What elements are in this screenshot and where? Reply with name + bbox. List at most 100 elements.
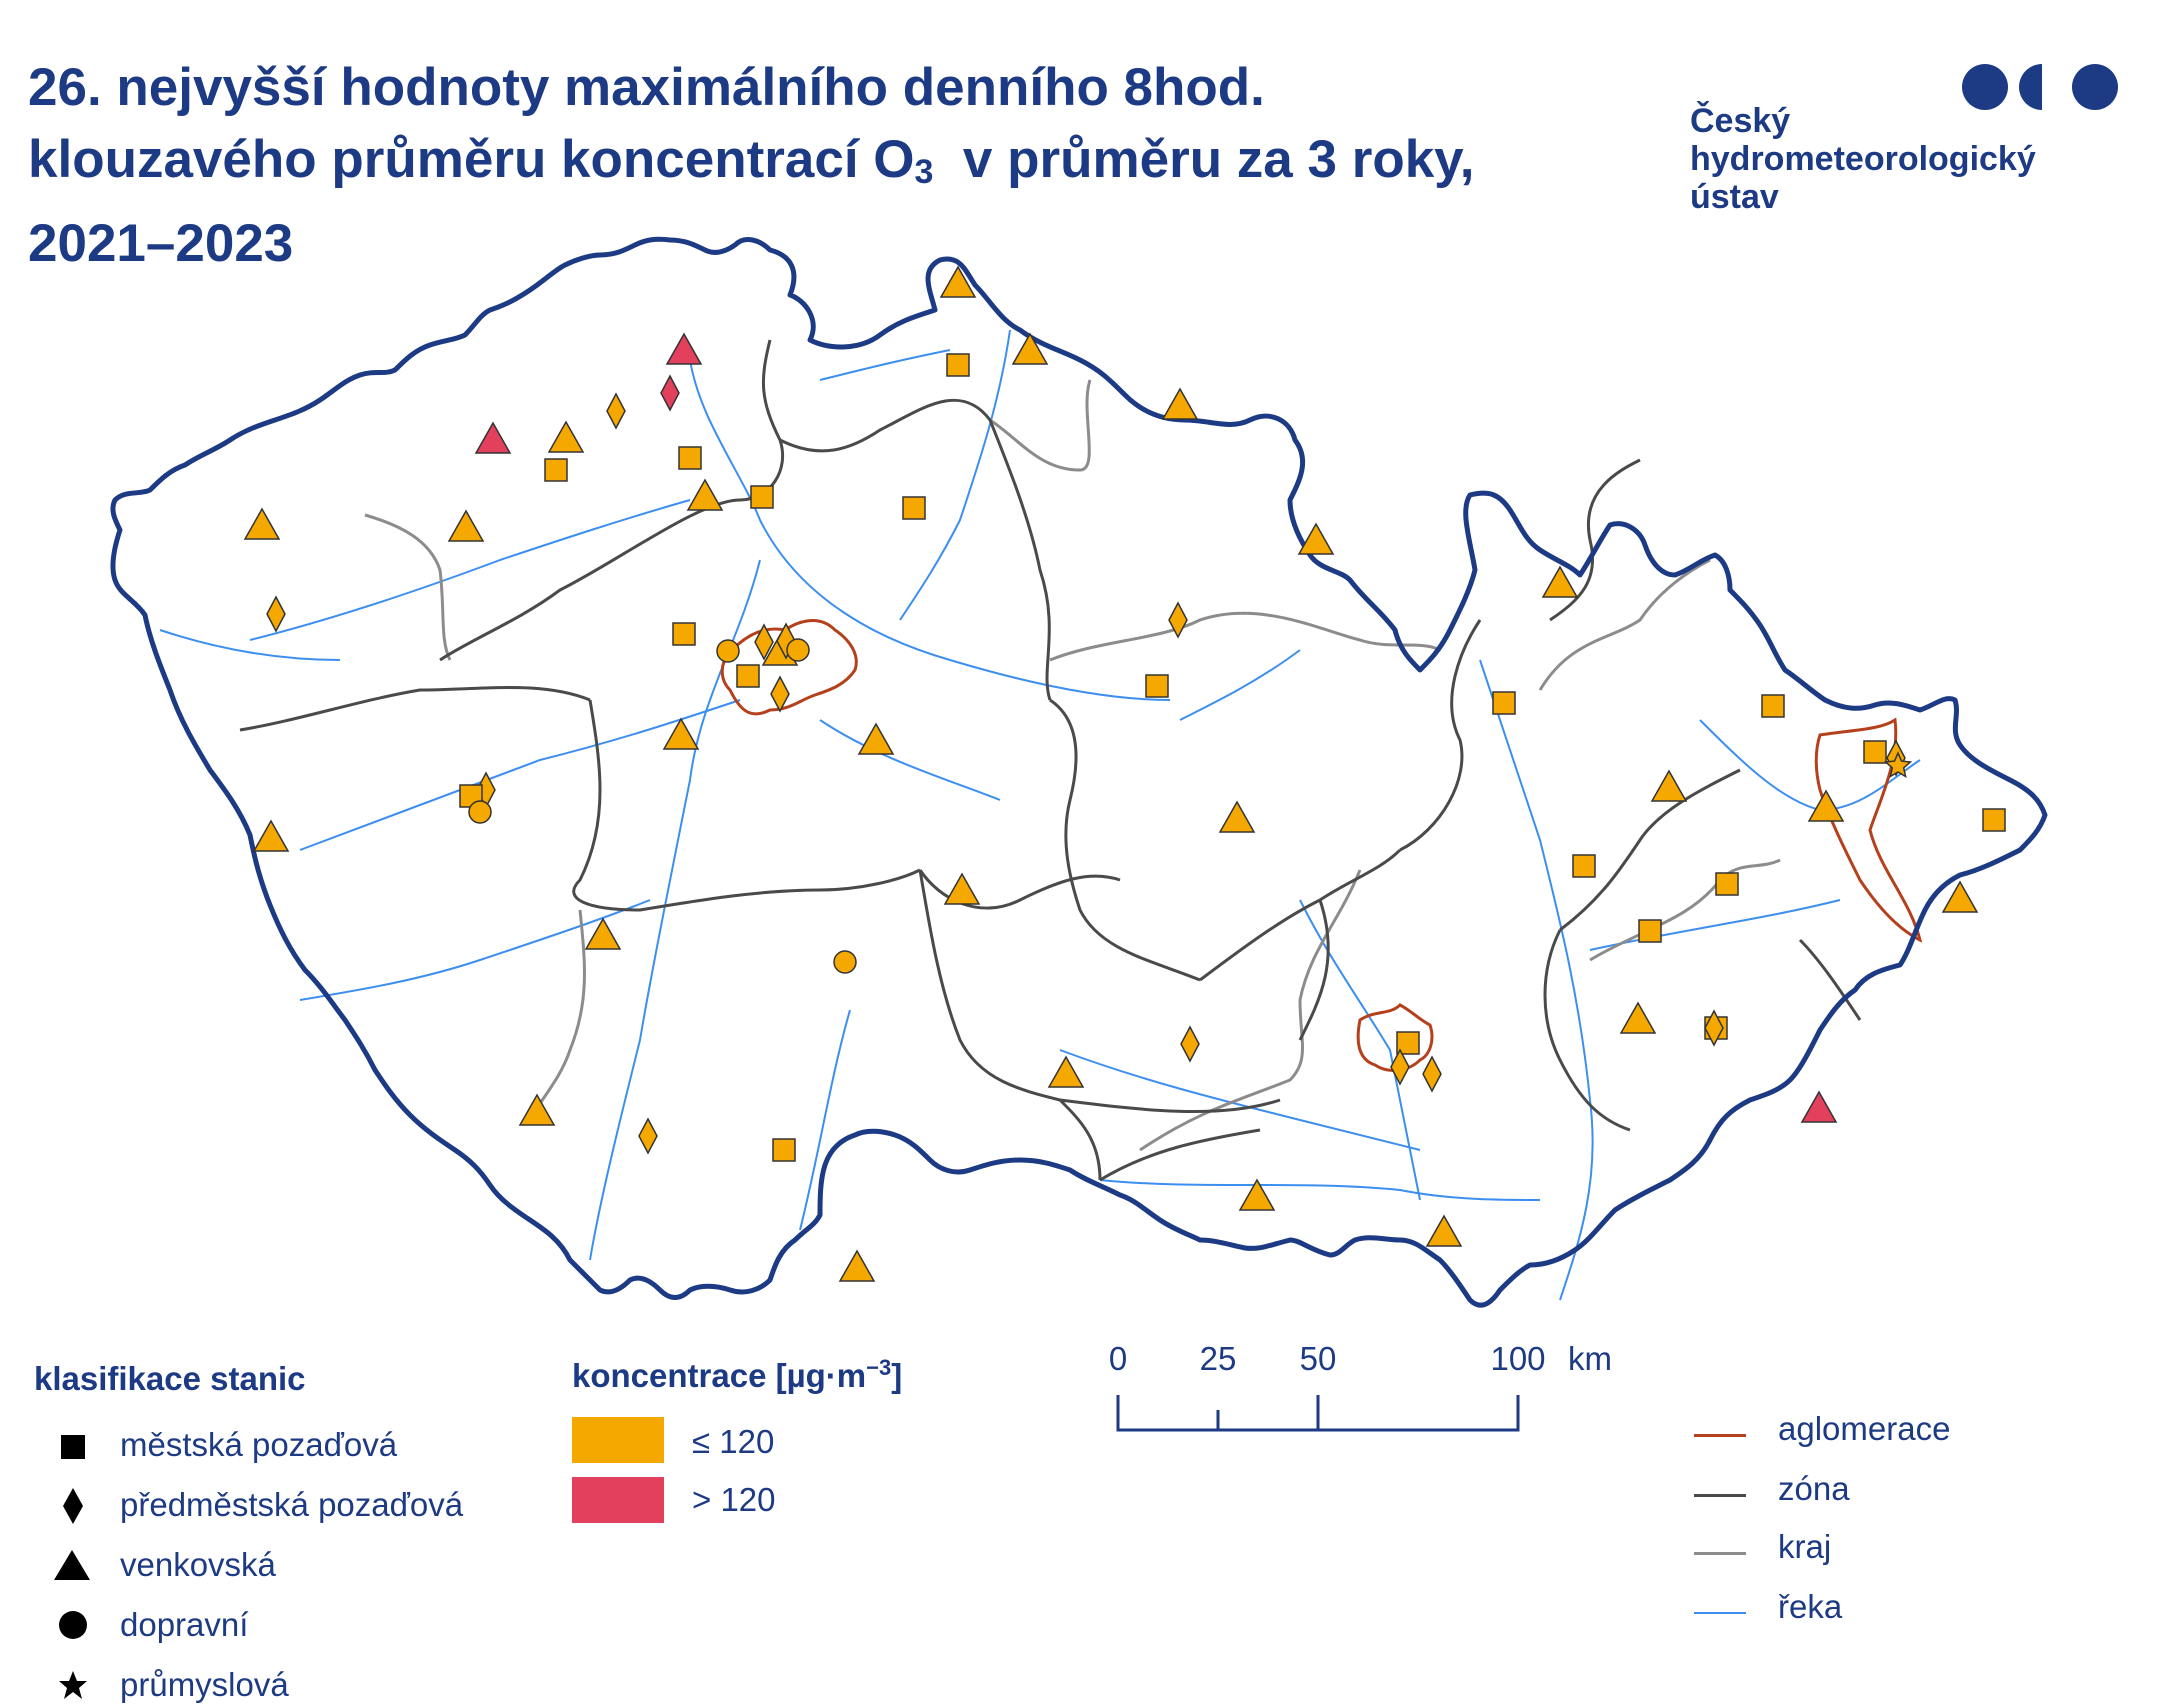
station-marker: [1492, 691, 1516, 715]
station-marker: [1180, 1025, 1200, 1063]
legend-square-label: městská pozaďová: [120, 1426, 398, 1463]
station-marker: [662, 717, 700, 750]
station-marker: [1218, 800, 1256, 833]
station-marker: [243, 507, 281, 540]
concentration-legend-title: koncentrace [µg·m−3]: [572, 1355, 902, 1395]
station-marker: [544, 458, 568, 482]
station-marker: [772, 1138, 796, 1162]
station-marker: [946, 353, 970, 377]
station-marker: [1168, 601, 1188, 639]
station-marker: [447, 509, 485, 542]
legend-triangle-label: venkovská: [120, 1546, 276, 1583]
station-marker: [1704, 1009, 1724, 1047]
scale-unit: km: [1568, 1340, 1612, 1377]
station-marker: [252, 819, 290, 852]
title-subscript: 3: [914, 153, 934, 191]
river-ploucnice: [819, 349, 951, 381]
station-marker: [770, 675, 790, 713]
river-jihlava: [1059, 1049, 1421, 1151]
national-border: [110, 236, 2048, 1308]
concentration-title-end: ]: [891, 1357, 903, 1394]
river-otava: [299, 899, 651, 1001]
scale-tick-25: 25: [1199, 1340, 1237, 1377]
legend-kraj-label: kraj: [1778, 1528, 1832, 1565]
legend-star-label: průmyslová: [120, 1666, 289, 1703]
river-orlice: [1179, 649, 1301, 721]
scale-tick-0: 0: [1108, 1340, 1128, 1377]
river-luznice: [799, 1009, 851, 1231]
station-marker: [686, 478, 724, 511]
station-marker: [716, 639, 740, 663]
station-marker: [468, 800, 492, 824]
river-jizera: [899, 329, 1011, 621]
station-marker: [1161, 387, 1199, 420]
station-marker: [1807, 789, 1845, 822]
river-sazava: [819, 719, 1001, 801]
station-marker: [1761, 694, 1785, 718]
circle-symbol-icon: [59, 1611, 87, 1639]
legend-circle-label: dopravní: [120, 1606, 249, 1643]
stations: [243, 265, 2006, 1282]
river-morava: [1479, 659, 1594, 1301]
river-ohre: [249, 499, 691, 641]
station-marker: [474, 421, 512, 454]
station-marker: [857, 722, 895, 755]
station-legend: klasifikace stanic městská pozaďová před…: [34, 1360, 554, 1703]
scale-bar-line: [1116, 1395, 1520, 1432]
line-swatch-kraj: [1694, 1552, 1746, 1555]
station-marker: [1619, 1001, 1657, 1034]
station-marker: [518, 1093, 556, 1126]
legend-aglomerace-label: aglomerace: [1778, 1410, 1951, 1447]
station-marker: [660, 374, 680, 412]
station-legend-title: klasifikace stanic: [34, 1360, 306, 1397]
station-marker: [833, 950, 857, 974]
station-marker: [943, 872, 981, 905]
legend-zona-label: zóna: [1778, 1470, 1850, 1507]
station-marker: [1011, 332, 1049, 365]
station-marker: [1638, 919, 1662, 943]
station-marker: [1145, 674, 1169, 698]
logo-line-1: Český: [1690, 102, 1791, 140]
station-marker: [1422, 1055, 1442, 1093]
line-swatch-zona: [1694, 1494, 1746, 1497]
legend-high-label: > 120: [692, 1481, 776, 1518]
station-marker: [1396, 1031, 1420, 1055]
title-line-2b: v průměru za 3 roky,: [933, 130, 1475, 189]
swatch-high: [572, 1477, 664, 1523]
station-marker: [1047, 1055, 1085, 1088]
swatch-low: [572, 1417, 664, 1463]
aglomerace-boundaries: [720, 619, 1923, 1072]
station-marker: [1650, 769, 1688, 802]
river-dyje: [1099, 1179, 1541, 1201]
line-legend: aglomerace zóna kraj řeka: [1694, 1410, 2114, 1660]
logo-line-3: ústav: [1690, 178, 1779, 216]
title-line-1: 26. nejvyšší hodnoty maximálního denního…: [28, 58, 1265, 117]
station-marker: [838, 1249, 876, 1282]
river-berounka: [299, 699, 741, 851]
legend-low-label: ≤ 120: [692, 1423, 775, 1460]
station-marker: [678, 446, 702, 470]
line-swatch-reka: [1694, 1612, 1746, 1614]
concentration-legend: koncentrace [µg·m−3] ≤ 120 > 120: [572, 1355, 992, 1535]
scale-tick-100: 100: [1490, 1340, 1546, 1377]
map-title: 26. nejvyšší hodnoty maximálního denního…: [28, 52, 1678, 280]
station-marker: [606, 392, 626, 430]
logo-line-2: hydrometeorologický: [1690, 140, 2036, 178]
station-marker: [1883, 751, 1913, 779]
station-marker: [638, 1117, 658, 1155]
station-marker: [939, 265, 977, 298]
title-line-2a: klouzavého průměru koncentrací O: [28, 130, 915, 189]
station-marker: [1572, 854, 1596, 878]
station-marker: [547, 420, 585, 453]
zona-boundaries: [239, 339, 1862, 1182]
station-marker: [1982, 808, 2006, 832]
station-marker: [1863, 740, 1887, 764]
station-marker: [672, 622, 696, 646]
station-marker: [736, 664, 760, 688]
logo-text: Český hydrometeorologický ústav: [1690, 102, 2036, 216]
station-marker: [1715, 872, 1739, 896]
legend-reka-label: řeka: [1778, 1588, 1843, 1625]
station-marker: [1941, 880, 1979, 913]
legend-diamond-label: předměstská pozaďová: [120, 1486, 464, 1523]
